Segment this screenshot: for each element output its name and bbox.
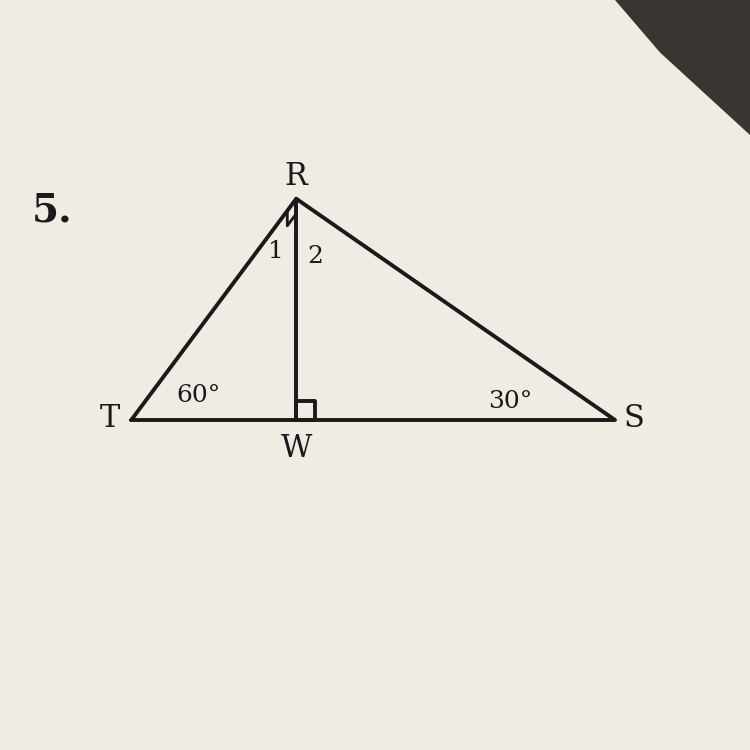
Text: S: S — [623, 403, 644, 434]
Text: W: W — [280, 433, 312, 464]
Text: 60°: 60° — [177, 385, 220, 407]
Polygon shape — [615, 0, 750, 135]
Text: 30°: 30° — [488, 390, 532, 412]
Text: T: T — [100, 403, 120, 434]
Text: 1: 1 — [268, 240, 284, 262]
Text: R: R — [285, 160, 308, 192]
Text: 5.: 5. — [32, 191, 73, 229]
Text: 2: 2 — [307, 245, 323, 268]
